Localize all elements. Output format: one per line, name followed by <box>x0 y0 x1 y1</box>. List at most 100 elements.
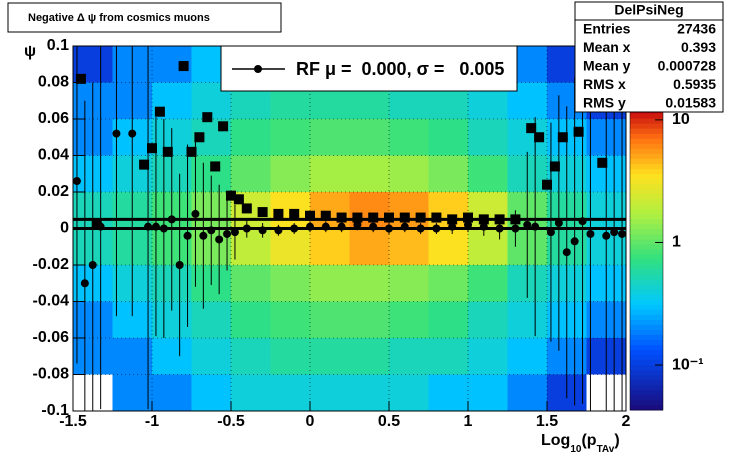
heat-cell <box>428 338 468 375</box>
stats-value: 0.000728 <box>658 58 717 74</box>
heat-cell <box>191 301 231 338</box>
marker <box>91 219 102 230</box>
heat-cell <box>349 338 389 375</box>
marker <box>144 222 153 231</box>
heat-cell <box>389 155 429 192</box>
colorbar-step <box>630 264 663 270</box>
stats-label: RMS x <box>583 76 626 92</box>
overlay: -1.5 -1 -0.5 0 0.5 1 1.5 2 -0.1 -0.08 -0.06 -0.04 -0… <box>7 1 724 455</box>
colorbar-step <box>630 399 663 406</box>
colorbar-step <box>630 284 663 290</box>
heat-cell <box>112 338 152 375</box>
colorbar-step <box>630 153 663 159</box>
marker <box>610 228 619 237</box>
marker <box>546 228 555 237</box>
colorbar-step <box>630 304 663 310</box>
marker <box>191 209 200 218</box>
marker <box>337 222 346 231</box>
heat-cell <box>428 301 468 338</box>
colorbar-step <box>630 319 663 325</box>
marker <box>226 190 236 201</box>
heat-cell <box>468 265 508 302</box>
colorbar-step <box>630 213 663 220</box>
y-tick-label: 0.06 <box>38 110 69 127</box>
colorbar-step <box>630 243 663 250</box>
y-tick-label: -0.08 <box>33 366 70 383</box>
heat-cell <box>389 265 429 302</box>
stats-value: 0.01583 <box>665 94 716 110</box>
colorbar-step <box>630 314 663 320</box>
y-tick-label: -0.02 <box>33 256 70 273</box>
marker <box>321 222 330 231</box>
marker <box>479 222 488 231</box>
colorbar-step <box>630 279 663 285</box>
heat-cell <box>270 374 310 411</box>
colorbar-step <box>630 238 663 245</box>
marker <box>597 157 608 168</box>
marker <box>447 214 458 225</box>
heat-cell <box>231 119 271 156</box>
stats-label: Mean x <box>583 39 631 55</box>
colorbar-step <box>630 309 663 315</box>
x-axis-title: Log10(pTAv) <box>541 432 620 454</box>
marker <box>230 228 239 237</box>
z-tick-label: 1 <box>672 234 681 251</box>
marker <box>478 214 489 225</box>
marker <box>274 226 283 235</box>
heat-cell <box>468 338 508 375</box>
marker <box>215 235 224 244</box>
marker <box>289 208 300 219</box>
x-axis-title-part: Log <box>541 432 570 449</box>
marker <box>368 212 379 223</box>
colorbar-step <box>630 359 663 366</box>
heat-cell <box>310 374 350 411</box>
y-tick-label: 0.04 <box>38 147 69 164</box>
marker <box>241 203 252 214</box>
colorbar-step <box>630 218 663 225</box>
stats-title: DelPsiNeg <box>614 2 683 18</box>
heat-cell <box>270 119 310 156</box>
stats-value: 0.393 <box>681 39 716 55</box>
marker <box>352 212 363 223</box>
marker <box>258 226 267 235</box>
heat-cell <box>310 301 350 338</box>
stats-label: RMS y <box>583 94 626 110</box>
heat-cell <box>310 338 350 375</box>
heat-cell <box>270 265 310 302</box>
heat-cell <box>428 228 468 265</box>
heat-cell <box>349 374 389 411</box>
marker <box>194 132 205 143</box>
marker <box>290 224 299 233</box>
colorbar-step <box>630 183 663 190</box>
y-tick-label: 0 <box>60 220 69 237</box>
heat-cell <box>310 119 350 156</box>
stats-label: Entries <box>583 21 631 37</box>
x-axis-title-part: TAv <box>597 444 615 455</box>
colorbar-step <box>630 389 663 396</box>
colorbar-step <box>630 349 663 356</box>
colorbar-step <box>630 233 663 240</box>
x-tick-label: -1 <box>145 413 159 430</box>
colorbar-step <box>630 354 663 361</box>
marker <box>554 219 563 228</box>
colorbar-step <box>630 259 663 265</box>
y-tick-label: -0.04 <box>33 293 70 310</box>
marker <box>464 220 472 229</box>
marker <box>562 248 571 257</box>
marker <box>186 146 197 157</box>
colorbar-step <box>630 133 663 139</box>
marker <box>542 179 552 190</box>
colorbar-step <box>630 404 663 411</box>
marker <box>183 231 192 240</box>
colorbar-step <box>630 253 663 260</box>
marker <box>128 129 137 138</box>
y-tick-label: -0.06 <box>33 329 70 346</box>
heat-cell <box>389 301 429 338</box>
heat-cell <box>231 374 271 411</box>
marker <box>167 215 176 224</box>
colorbar-step <box>630 384 663 391</box>
z-tick-label: 10⁻¹ <box>672 356 704 373</box>
colorbar-step <box>630 364 663 371</box>
